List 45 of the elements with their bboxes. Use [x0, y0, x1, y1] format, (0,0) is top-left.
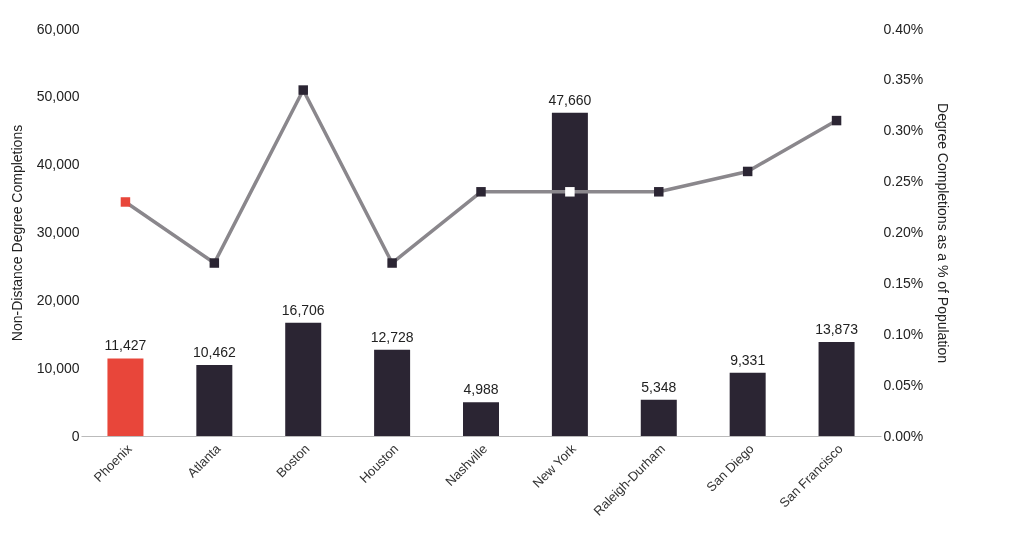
point — [565, 187, 575, 197]
y2-tick-label: 0.30% — [883, 122, 924, 139]
data-label: 13,873 — [815, 320, 859, 337]
bar — [374, 349, 411, 436]
data-label: 47,660 — [548, 91, 592, 108]
y-tick-label: 50,000 — [36, 88, 80, 105]
point — [742, 166, 753, 177]
y-axis-title: Non-Distance Degree Completions — [8, 124, 25, 342]
bar — [818, 341, 855, 436]
y2-tick-label: 0.25% — [883, 173, 924, 190]
y-tick-label: 60,000 — [36, 20, 80, 37]
data-label: 5,348 — [641, 378, 677, 395]
y2-tick-label: 0.15% — [883, 274, 924, 291]
bar — [551, 112, 588, 436]
bar — [729, 372, 766, 436]
y2-tick-label: 0.35% — [883, 71, 924, 88]
bar — [107, 358, 144, 436]
point — [120, 197, 131, 207]
bar — [463, 402, 499, 436]
y-tick-label: 10,000 — [36, 359, 80, 376]
y2-tick-label: 0.20% — [883, 224, 924, 240]
y2-tick-label: 0.10% — [883, 325, 924, 342]
data-label: 9,331 — [730, 351, 766, 368]
data-label: 11,427 — [104, 337, 147, 354]
bar — [285, 322, 322, 436]
point — [387, 258, 397, 268]
y2-tick-label: 0.00% — [883, 427, 924, 444]
y-tick-label: 30,000 — [36, 224, 80, 240]
y-tick-label: 20,000 — [36, 291, 80, 308]
data-label: 4,988 — [463, 381, 499, 398]
y-tick-label: 0 — [71, 427, 80, 444]
point — [831, 115, 842, 126]
bar — [640, 399, 677, 436]
data-label: 12,728 — [370, 328, 414, 345]
point — [654, 187, 664, 197]
data-label: 16,706 — [281, 301, 325, 318]
data-label: 10,462 — [192, 344, 236, 361]
bar — [196, 365, 233, 436]
point — [476, 187, 486, 197]
y2-axis-title: Degree Completions as a % of Population — [935, 103, 952, 363]
point — [209, 258, 220, 268]
point — [298, 85, 308, 95]
y-tick-label: 40,000 — [36, 156, 80, 173]
y2-tick-label: 0.40% — [883, 20, 924, 37]
y2-tick-label: 0.05% — [883, 376, 924, 393]
